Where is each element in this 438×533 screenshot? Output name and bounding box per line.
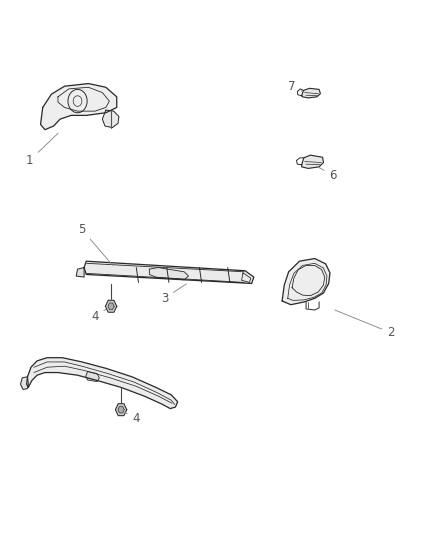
Text: 5: 5 <box>78 223 113 265</box>
Text: 2: 2 <box>335 310 395 340</box>
Polygon shape <box>116 403 127 416</box>
Polygon shape <box>41 84 117 130</box>
Polygon shape <box>282 259 330 305</box>
Text: 1: 1 <box>26 133 58 167</box>
Polygon shape <box>76 268 84 277</box>
Text: 4: 4 <box>91 310 106 324</box>
Polygon shape <box>27 358 178 409</box>
Text: 3: 3 <box>161 284 186 305</box>
Polygon shape <box>302 88 321 98</box>
Polygon shape <box>102 110 119 127</box>
Text: 6: 6 <box>316 166 337 182</box>
Text: 4: 4 <box>125 412 140 425</box>
Polygon shape <box>149 268 188 280</box>
Polygon shape <box>86 372 99 382</box>
Polygon shape <box>302 155 323 168</box>
Polygon shape <box>106 300 117 312</box>
Circle shape <box>118 406 124 414</box>
Text: 7: 7 <box>288 80 302 93</box>
Polygon shape <box>21 377 28 390</box>
Circle shape <box>108 302 114 310</box>
Polygon shape <box>84 261 254 284</box>
